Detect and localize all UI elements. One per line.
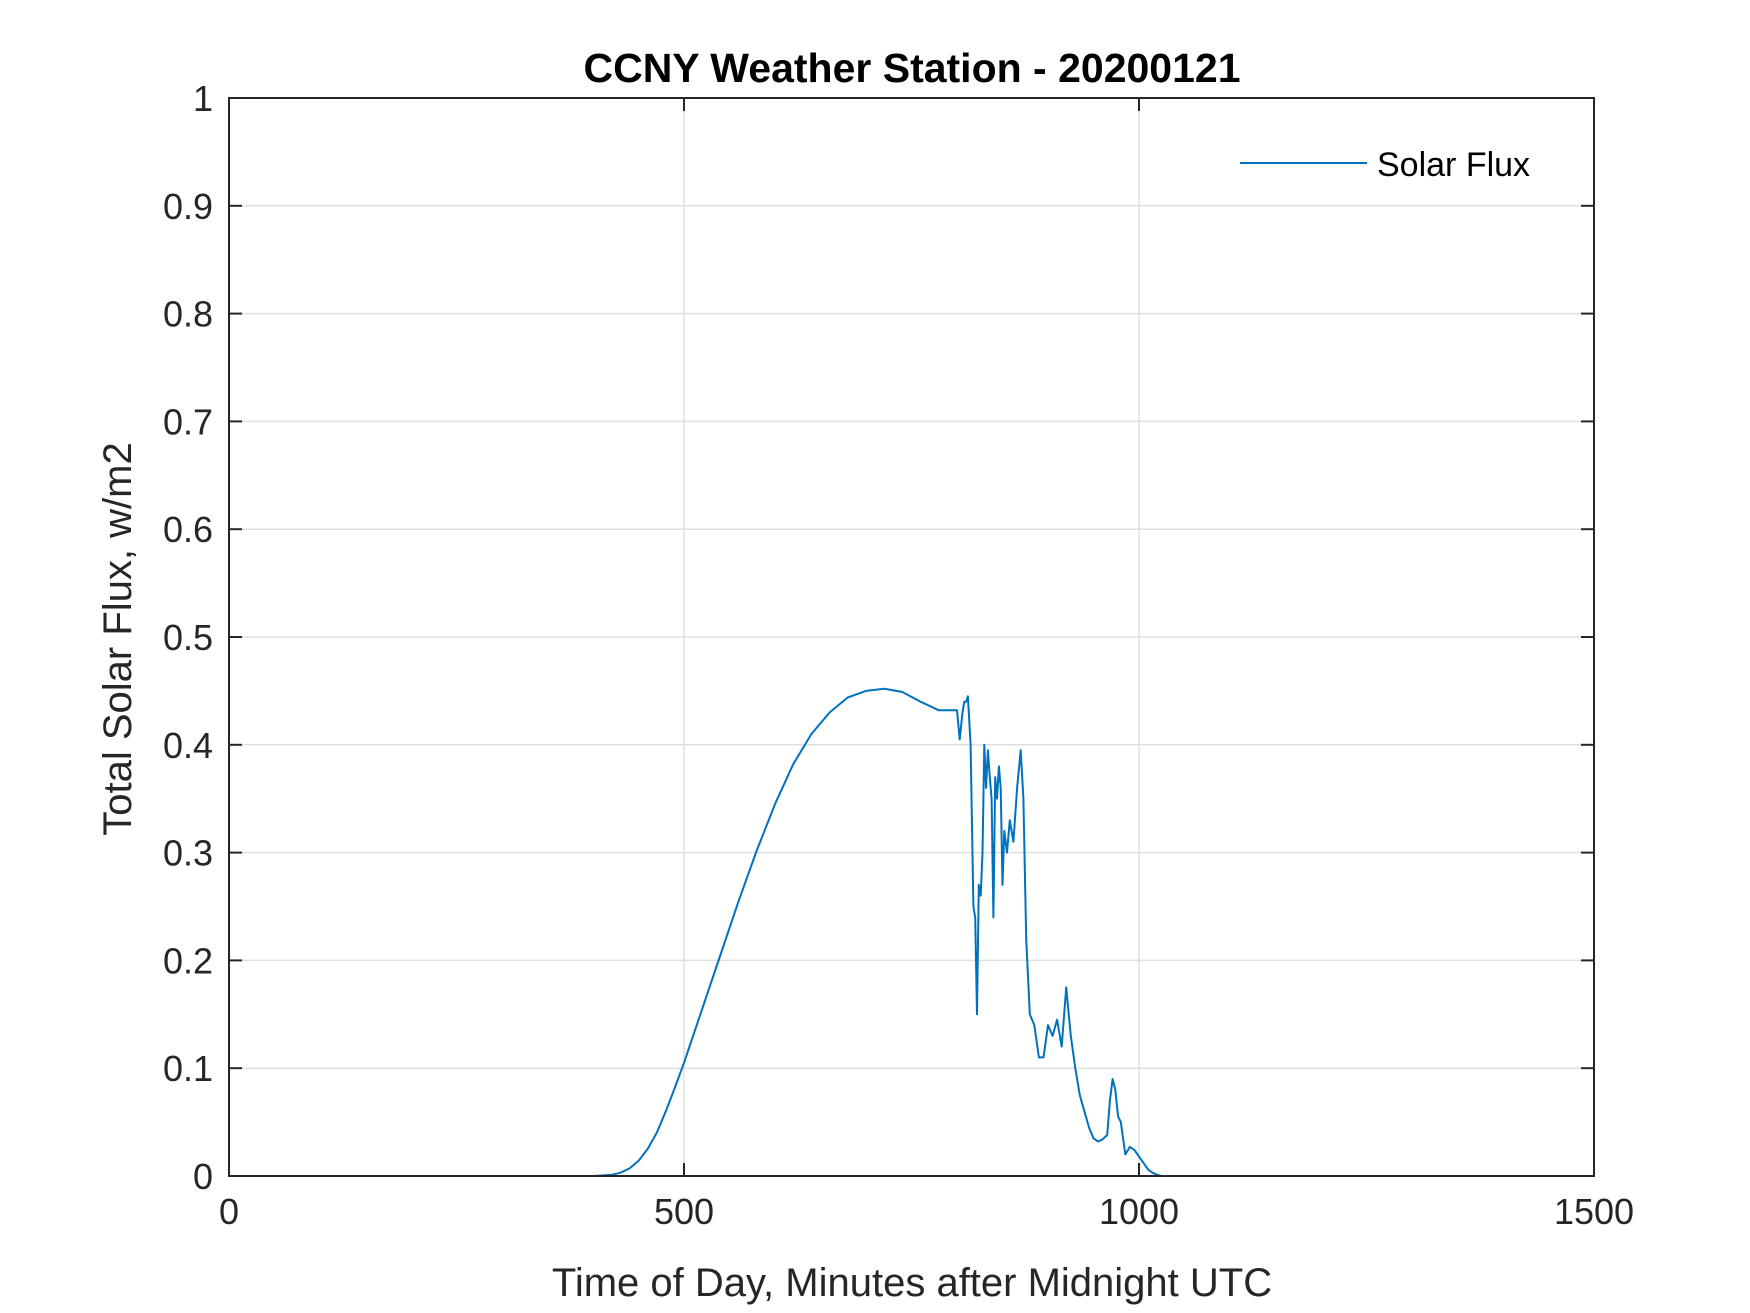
x-tick-label: 1500 bbox=[1554, 1191, 1634, 1232]
x-tick-label: 1000 bbox=[1099, 1191, 1179, 1232]
x-axis-label: Time of Day, Minutes after Midnight UTC bbox=[552, 1261, 1272, 1305]
x-tick-label: 500 bbox=[654, 1191, 714, 1232]
x-tick-labels: 0 500 1000 1500 bbox=[219, 1191, 1634, 1232]
y-axis-label: Total Solar Flux, w/m2 bbox=[96, 442, 140, 835]
y-tick-label: 0.3 bbox=[163, 833, 213, 874]
legend-label-solar-flux: Solar Flux bbox=[1377, 146, 1530, 184]
x-tick-label: 0 bbox=[219, 1191, 239, 1232]
y-tick-label: 0.7 bbox=[163, 401, 213, 442]
y-tick-label: 0 bbox=[193, 1156, 213, 1197]
y-tick-labels: 0 0.1 0.2 0.3 0.4 0.5 0.6 0.7 0.8 0.9 1 bbox=[163, 78, 213, 1197]
series-line-solar-flux bbox=[228, 687, 1541, 1177]
tick-marks bbox=[228, 97, 1595, 1177]
y-tick-label: 0.4 bbox=[163, 725, 213, 766]
y-tick-label: 0.5 bbox=[163, 617, 213, 658]
chart-title: CCNY Weather Station - 20200121 bbox=[583, 45, 1240, 91]
y-tick-label: 0.8 bbox=[163, 294, 213, 335]
y-tick-label: 1 bbox=[193, 78, 213, 119]
grid-lines bbox=[229, 98, 1594, 1176]
y-tick-label: 0.6 bbox=[163, 509, 213, 550]
y-tick-label: 0.2 bbox=[163, 940, 213, 981]
legend: Solar Flux bbox=[1240, 146, 1530, 184]
y-tick-label: 0.9 bbox=[163, 186, 213, 227]
series-layer bbox=[228, 687, 1541, 1177]
y-tick-label: 0.1 bbox=[163, 1048, 213, 1089]
